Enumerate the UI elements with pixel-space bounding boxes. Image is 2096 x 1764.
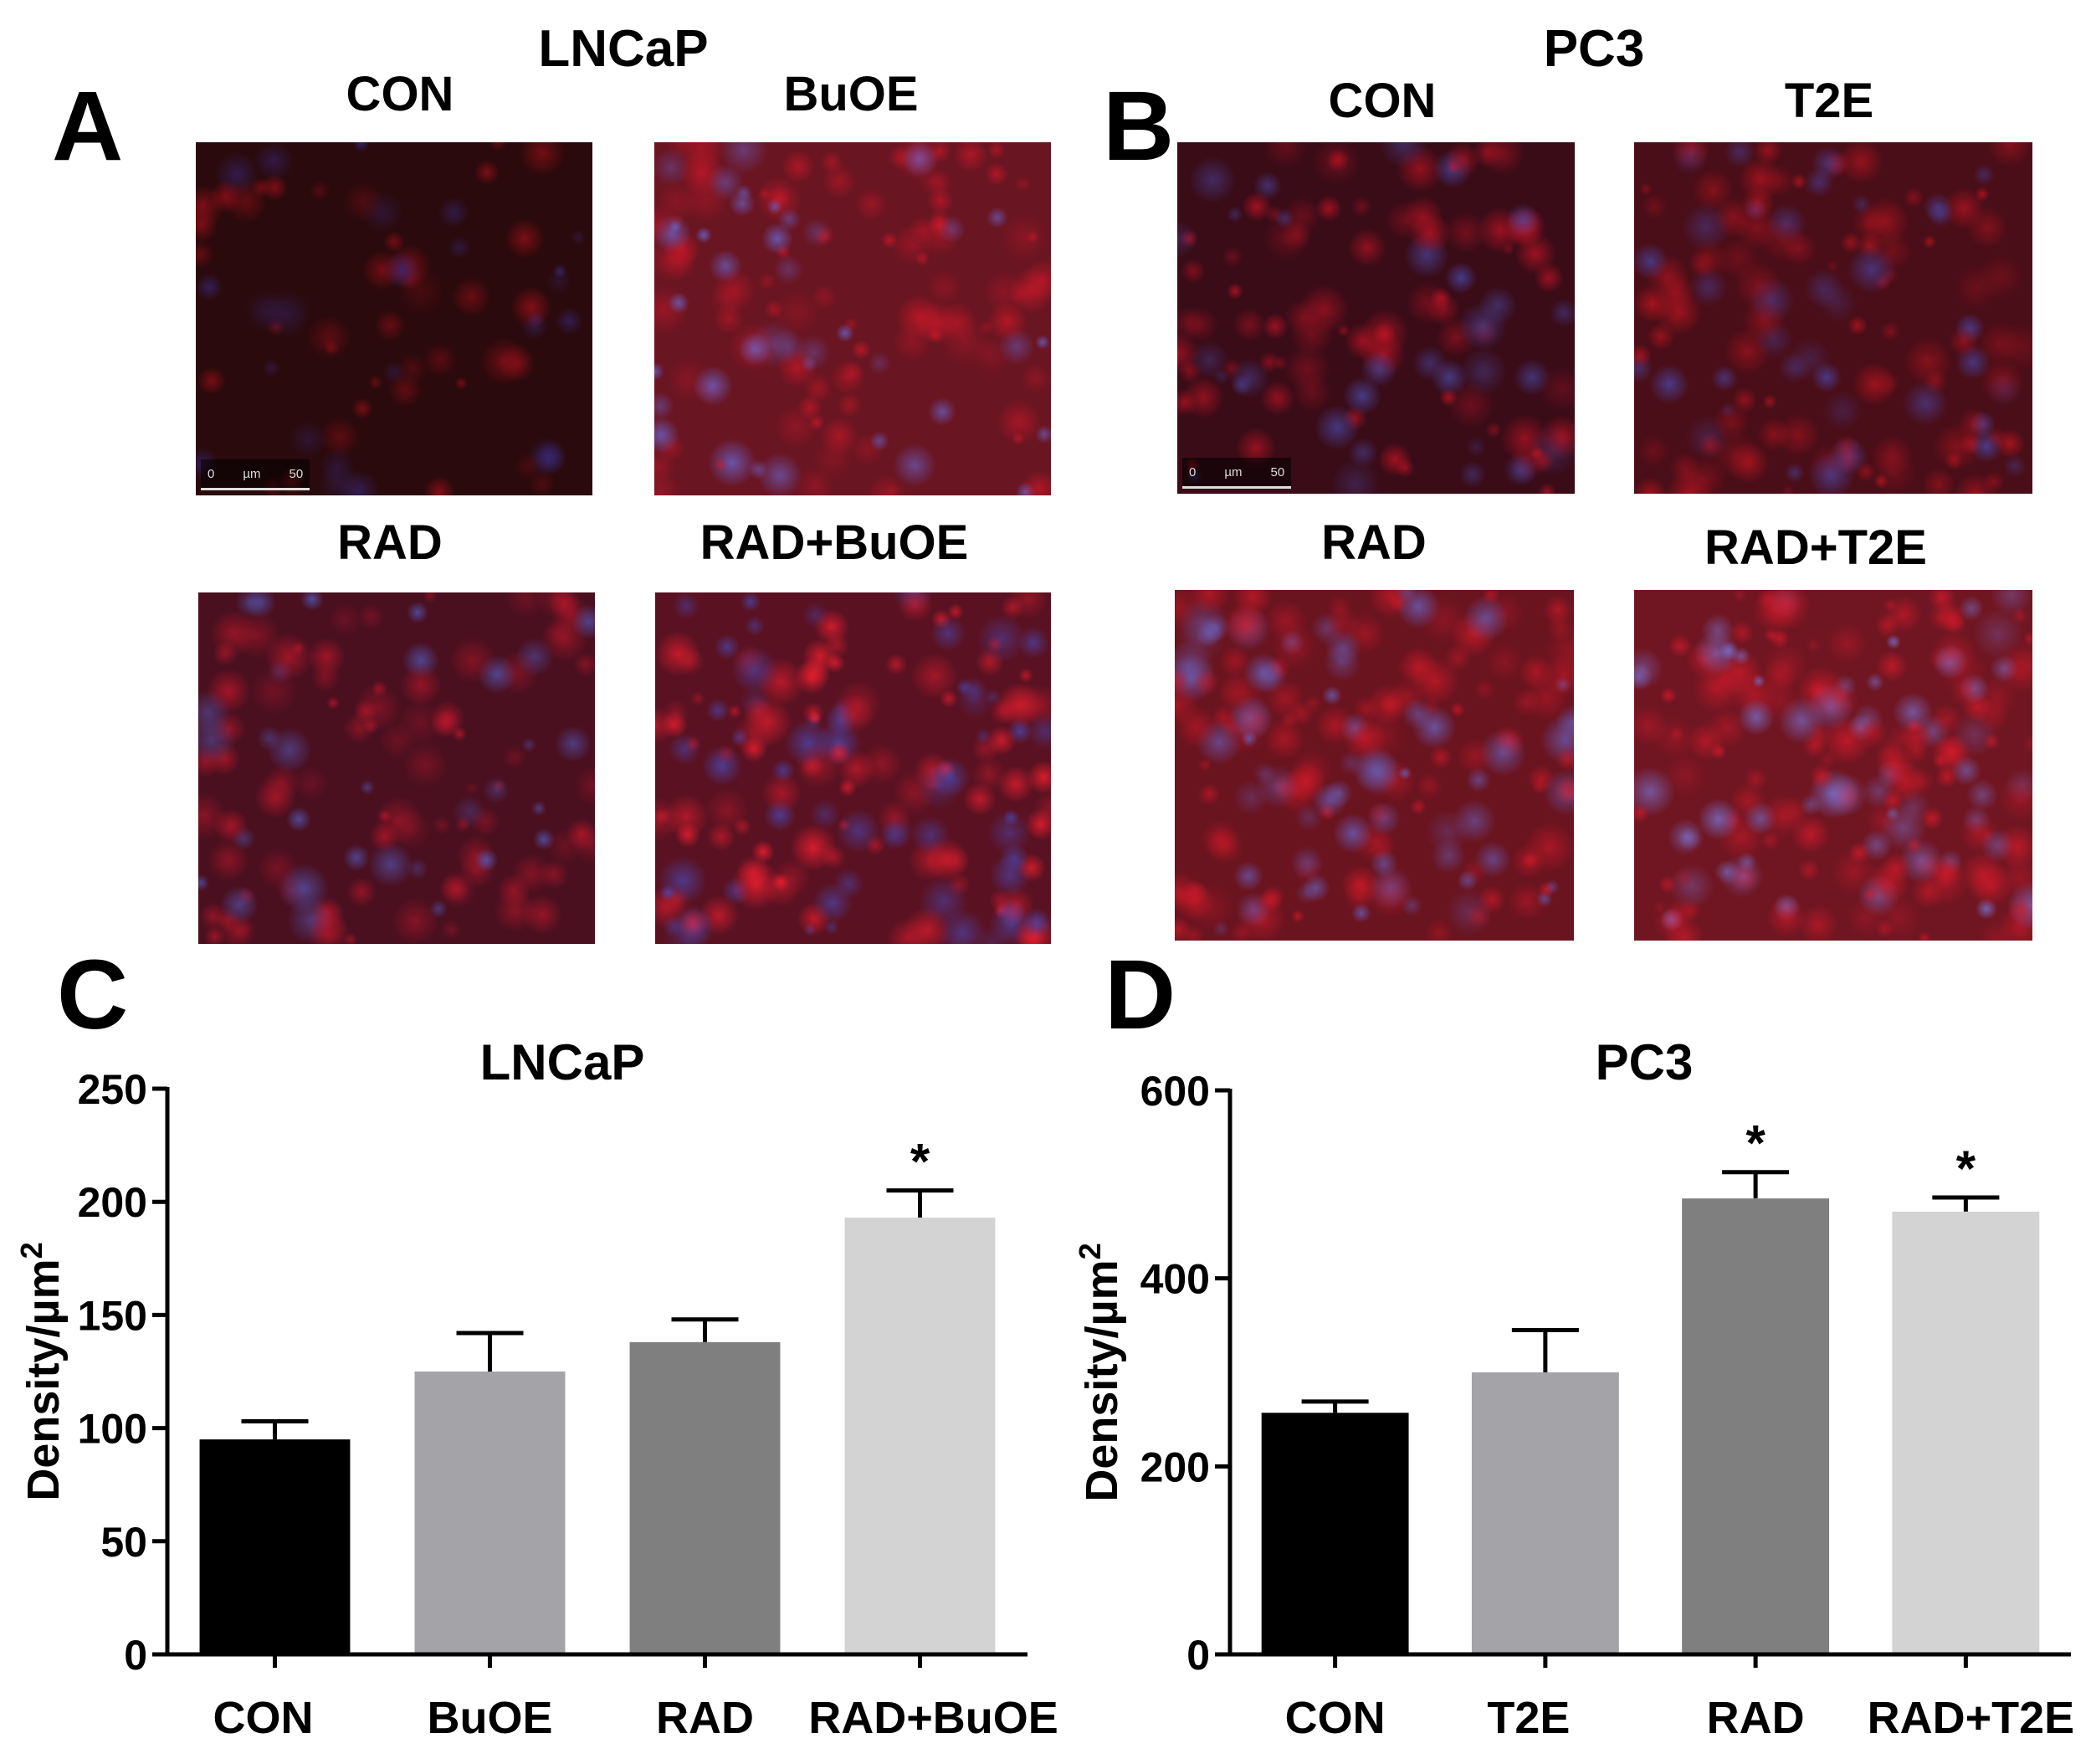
y-axis-label-superscript: 2 (14, 1242, 49, 1259)
scale-value: 50 (289, 466, 304, 481)
image-title-a-2: BuOE (783, 67, 919, 121)
image-title-b-4: RAD+T2E (1704, 520, 1927, 575)
bar (414, 1372, 566, 1654)
x-tick-label: RAD+T2E (1868, 1693, 2075, 1743)
panel-letter-c: C (57, 940, 129, 1050)
x-tick-label: CON (213, 1693, 314, 1743)
bar (199, 1439, 351, 1654)
panel-letter-b: B (1103, 71, 1175, 182)
bar (629, 1341, 781, 1654)
panel-letter-a: A (52, 71, 124, 182)
scale-bar: 0 µm 50 (1182, 458, 1292, 489)
image-title-a-1: CON (346, 67, 454, 121)
scale-zero: 0 (1189, 464, 1197, 479)
micrograph-b-rad (1175, 590, 1574, 941)
scale-unit: µm (243, 466, 261, 481)
x-tick-label: BuOE (427, 1693, 552, 1743)
micrograph-b-t2e (1634, 142, 2032, 494)
image-title-a-4: RAD+BuOE (700, 515, 969, 570)
x-tick-label: RAD (656, 1693, 754, 1743)
image-title-b-3: RAD (1321, 515, 1427, 570)
y-tick-label: 600 (1140, 1068, 1210, 1115)
y-axis-label: Density/µm2 (1073, 1243, 1128, 1501)
scale-unit: µm (1224, 464, 1243, 479)
bar (1471, 1372, 1619, 1654)
bar-chart-pc3: PC3 Density/µm2 CON T2E * RAD * RAD+T2E 0 200 400 6… (1073, 1034, 2075, 1743)
y-tick-label: 0 (124, 1632, 147, 1679)
y-tick-label: 50 (100, 1519, 147, 1566)
micrograph-a-con: 0 µm 50 (196, 142, 592, 495)
bar-chart-lncap: LNCaP Density/µm2 CON BuOE RAD * RAD+BuOE 0 50 10… (14, 1034, 1058, 1743)
bar (1892, 1211, 2040, 1654)
x-tick-label: RAD+BuOE (808, 1693, 1058, 1743)
scale-value: 50 (1270, 464, 1285, 479)
y-tick-label: 100 (78, 1406, 147, 1453)
image-title-b-1: CON (1328, 74, 1437, 128)
micrograph-b-rad-t2e (1634, 590, 2032, 941)
bar (844, 1218, 996, 1654)
significance-marker: * (1956, 1141, 1976, 1197)
group-title-pc3: PC3 (1543, 20, 1645, 78)
y-tick-label: 200 (78, 1179, 147, 1226)
x-tick-label: T2E (1487, 1693, 1570, 1743)
significance-marker: * (1745, 1115, 1765, 1172)
x-tick-label: CON (1285, 1693, 1386, 1743)
image-title-a-3: RAD (337, 515, 443, 570)
y-axis-label: Density/µm2 (14, 1242, 69, 1500)
y-tick-label: 150 (78, 1292, 147, 1339)
micrograph-a-rad-buoe (655, 592, 1051, 944)
y-axis-label-superscript: 2 (1073, 1243, 1107, 1259)
group-title-lncap: LNCaP (538, 20, 709, 78)
micrograph-a-buoe (654, 142, 1051, 495)
bar (1682, 1198, 1830, 1654)
scale-zero: 0 (208, 466, 215, 481)
chart-title: LNCaP (480, 1034, 645, 1090)
significance-marker: * (910, 1134, 930, 1190)
micrograph-b-con: 0 µm 50 (1177, 142, 1575, 494)
x-tick-label: RAD (1707, 1693, 1805, 1743)
scale-bar: 0 µm 50 (201, 459, 310, 490)
bar (1261, 1413, 1409, 1654)
y-tick-label: 400 (1140, 1256, 1210, 1303)
y-tick-label: 0 (1186, 1632, 1210, 1679)
y-tick-label: 200 (1140, 1444, 1210, 1490)
chart-title: PC3 (1596, 1034, 1694, 1090)
image-title-b-2: T2E (1784, 74, 1874, 128)
micrograph-a-rad (198, 592, 595, 944)
panel-letter-d: D (1104, 940, 1176, 1050)
y-tick-label: 250 (78, 1066, 147, 1113)
